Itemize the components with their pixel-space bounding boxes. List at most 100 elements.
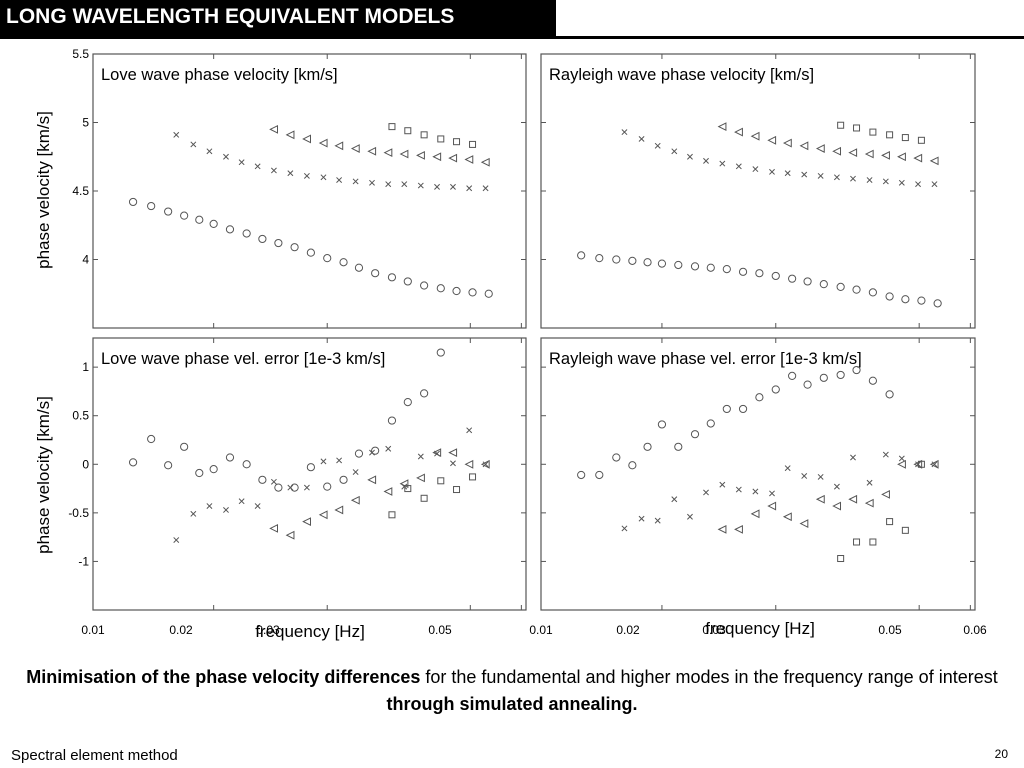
circle-point: [836, 370, 845, 380]
plot-frame: [92, 337, 527, 611]
cross-point: [287, 170, 294, 177]
circle-point: [420, 281, 429, 290]
triangle-point: [318, 138, 328, 148]
circle-point: [387, 416, 397, 425]
y-tick-label: 5: [82, 116, 89, 130]
circle-point: [803, 277, 812, 286]
triangle-point: [480, 459, 490, 469]
cross-point: [270, 167, 277, 174]
square-point: [404, 485, 412, 493]
triangle-point: [269, 124, 279, 134]
circle-point: [722, 264, 731, 274]
square-point: [886, 518, 894, 526]
circle-point: [901, 295, 910, 304]
cross-point: [206, 503, 213, 510]
circle-point: [180, 211, 189, 220]
triangle-point: [782, 512, 792, 522]
circle-point: [354, 263, 364, 272]
cross-point: [703, 157, 709, 164]
circle-point: [128, 458, 138, 467]
circle-point: [258, 475, 267, 484]
x-tick-label: 0.01: [81, 623, 105, 637]
square-point: [837, 121, 845, 129]
cross-point: [752, 488, 759, 495]
circle-point: [577, 251, 586, 260]
circle-point: [628, 461, 637, 470]
cross-point: [671, 496, 678, 503]
x-axis-label: frequency [Hz]: [255, 622, 365, 641]
circle-point: [836, 282, 845, 291]
cross-point: [654, 517, 661, 524]
circle-point: [788, 274, 797, 283]
cross-point: [817, 473, 824, 480]
triangle-point: [350, 495, 360, 505]
triangle-point: [302, 134, 311, 144]
cross-point: [687, 513, 693, 520]
cross-point: [735, 486, 742, 493]
cross-point: [882, 178, 889, 185]
circle-point: [403, 277, 412, 286]
triangle-point: [897, 152, 906, 162]
cross-point: [482, 185, 489, 192]
cross-point: [223, 506, 229, 513]
cross-point: [434, 183, 440, 190]
triangle-point: [480, 157, 490, 167]
cross-point: [450, 183, 456, 190]
panel-title: Rayleigh wave phase vel. error [1e-3 km/…: [549, 350, 862, 368]
triangle-point: [864, 149, 874, 159]
slide-caption: Minimisation of the phase velocity diffe…: [20, 664, 1004, 718]
triangle-point: [367, 146, 377, 156]
cross-point: [801, 171, 808, 178]
slide-title: LONG WAVELENGTH EQUIVALENT MODELS: [6, 5, 455, 28]
circle-point: [128, 197, 138, 207]
cross-point: [206, 148, 213, 155]
cross-point: [303, 484, 310, 491]
circle-point: [690, 430, 700, 439]
circle-point: [657, 420, 667, 429]
circle-point: [868, 288, 877, 297]
y-tick-label: 1: [82, 360, 89, 374]
circle-point: [354, 449, 364, 458]
square-point: [917, 136, 925, 144]
circle-point: [195, 215, 204, 224]
circle-point: [690, 262, 700, 271]
triangle-point: [832, 501, 842, 511]
circle-point: [484, 289, 493, 298]
y-tick-label: -1: [78, 554, 89, 568]
cross-point: [671, 148, 678, 155]
circle-point: [657, 259, 667, 268]
circle-point: [803, 380, 812, 389]
cross-point: [898, 179, 905, 186]
circle-point: [595, 470, 604, 480]
cross-point: [769, 168, 775, 175]
circle-point: [755, 393, 764, 402]
square-point: [901, 526, 909, 534]
cross-point: [882, 451, 889, 458]
circle-point: [674, 260, 683, 270]
cross-point: [833, 483, 840, 490]
x-tick-label: 0.05: [428, 623, 452, 637]
page-number: 20: [994, 747, 1008, 761]
triangle-point: [750, 509, 760, 519]
circle-point: [771, 271, 780, 281]
x-tick-label: 0.02: [169, 623, 193, 637]
slide-title-bar: LONG WAVELENGTH EQUIVALENT MODELS: [0, 0, 556, 36]
triangle-point: [399, 149, 409, 159]
circle-point: [738, 404, 748, 414]
cross-point: [287, 484, 294, 491]
triangle-point: [848, 494, 858, 504]
triangle-point: [897, 459, 906, 469]
y-axis-label: phase velocity [km/s]: [34, 396, 53, 554]
triangle-point: [269, 523, 279, 533]
y-axis-label: phase velocity [km/s]: [34, 111, 53, 269]
circle-point: [242, 229, 251, 238]
cross-point: [850, 454, 856, 461]
circle-point: [306, 248, 315, 257]
circle-point: [387, 273, 397, 282]
caption-bold-2: through simulated annealing.: [386, 694, 638, 714]
circle-point: [371, 269, 380, 278]
circle-point: [819, 280, 828, 289]
cross-point: [719, 160, 726, 167]
square-point: [901, 134, 909, 142]
cross-point: [369, 449, 375, 456]
